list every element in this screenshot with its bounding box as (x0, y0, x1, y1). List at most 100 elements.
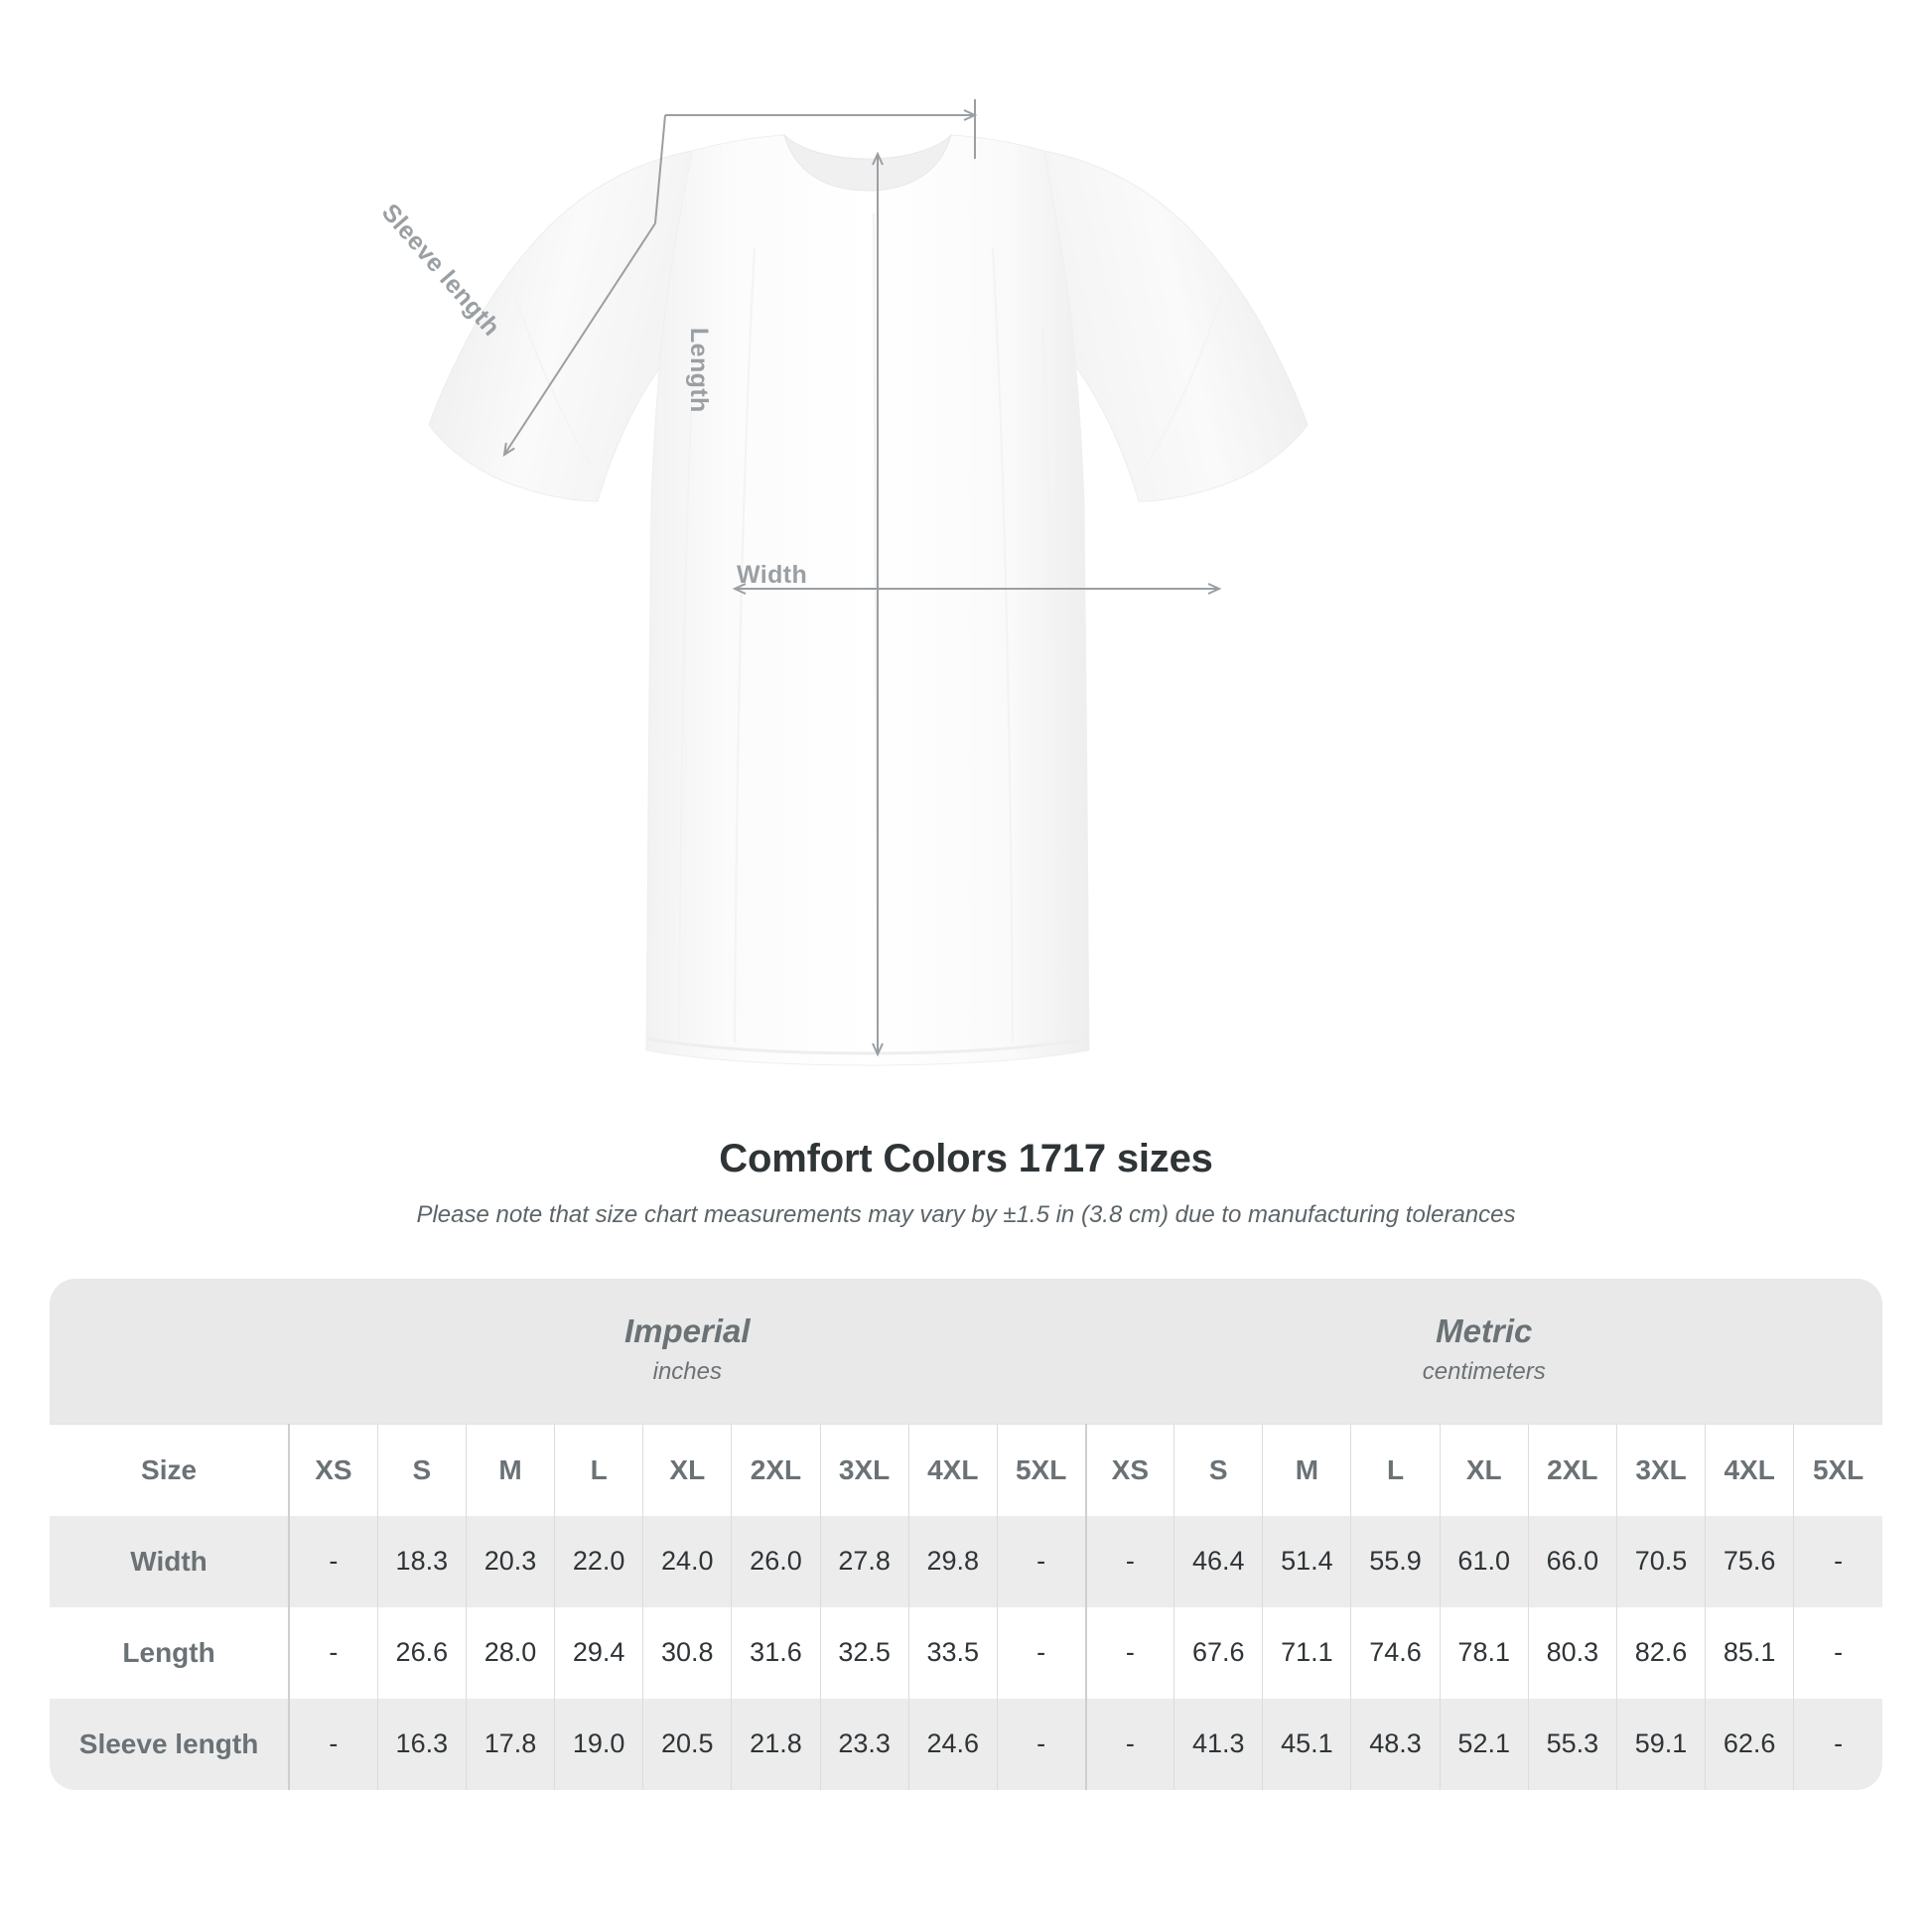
cell-sleeve-imperial-xl: 20.5 (642, 1698, 732, 1790)
cell-sleeve-imperial-2xl: 21.8 (731, 1698, 821, 1790)
unit-sub-imperial: inches (652, 1357, 722, 1385)
size-header-imperial-3xl: 3XL (819, 1423, 909, 1516)
size-header-imperial-5xl: 5XL (996, 1423, 1086, 1516)
size-header-imperial-xs: XS (288, 1423, 378, 1516)
cell-sleeve-metric-xs: - (1084, 1698, 1174, 1790)
cell-width-imperial-2xl: 26.0 (731, 1515, 821, 1607)
cell-sleeve-metric-3xl: 59.1 (1615, 1698, 1706, 1790)
tolerance-note: Please note that size chart measurements… (416, 1201, 1516, 1228)
cell-sleeve-metric-l: 48.3 (1350, 1698, 1441, 1790)
cell-length-metric-s: 67.6 (1173, 1606, 1263, 1699)
table-row-length: Length - 26.6 28.0 29.4 30.8 31.6 32.5 3… (50, 1606, 1882, 1699)
cell-length-metric-2xl: 80.3 (1527, 1606, 1617, 1699)
cell-sleeve-metric-xl: 52.1 (1439, 1698, 1529, 1790)
cell-length-imperial-5xl: - (996, 1606, 1086, 1699)
cell-length-imperial-xs: - (288, 1606, 378, 1699)
width-label: Width (737, 561, 808, 589)
size-header-metric-m: M (1262, 1423, 1351, 1516)
cell-width-metric-3xl: 70.5 (1615, 1515, 1706, 1607)
size-header-row: Size XS S M L XL 2XL 3XL 4XL 5XL XS S M … (50, 1423, 1882, 1516)
cell-length-imperial-s: 26.6 (376, 1606, 467, 1699)
cell-length-metric-l: 74.6 (1350, 1606, 1441, 1699)
unit-header-row: Imperial inches Metric centimeters (50, 1279, 1882, 1425)
table-row-sleeve-length: Sleeve length - 16.3 17.8 19.0 20.5 21.8… (50, 1698, 1882, 1790)
cell-length-metric-m: 71.1 (1262, 1606, 1351, 1699)
unit-name-metric: Metric (1436, 1312, 1533, 1349)
size-header-imperial-xl: XL (642, 1423, 732, 1516)
cell-length-imperial-2xl: 31.6 (731, 1606, 821, 1699)
page-title: Comfort Colors 1717 sizes (719, 1137, 1213, 1180)
cell-length-metric-4xl: 85.1 (1705, 1606, 1794, 1699)
cell-length-imperial-xl: 30.8 (642, 1606, 732, 1699)
cell-sleeve-imperial-xs: - (288, 1698, 378, 1790)
row-header-size: Size (50, 1423, 290, 1516)
size-header-metric-5xl: 5XL (1793, 1423, 1882, 1516)
cell-sleeve-imperial-m: 17.8 (465, 1698, 555, 1790)
unit-header-spacer (50, 1279, 290, 1425)
cell-sleeve-metric-4xl: 62.6 (1705, 1698, 1794, 1790)
unit-header-metric: Metric centimeters (1085, 1279, 1882, 1425)
cell-sleeve-metric-5xl: - (1793, 1698, 1882, 1790)
cell-width-imperial-3xl: 27.8 (819, 1515, 909, 1607)
size-table-wrapper: Imperial inches Metric centimeters Size … (50, 1279, 1882, 1790)
unit-header-imperial: Imperial inches (289, 1279, 1086, 1425)
row-label-width: Width (130, 1545, 207, 1577)
cell-width-imperial-xs: - (288, 1515, 378, 1607)
size-chart-table: Imperial inches Metric centimeters Size … (50, 1279, 1882, 1790)
cell-width-metric-m: 51.4 (1262, 1515, 1351, 1607)
cell-width-imperial-xl: 24.0 (642, 1515, 732, 1607)
cell-length-imperial-4xl: 33.5 (907, 1606, 998, 1699)
cell-width-metric-2xl: 66.0 (1527, 1515, 1617, 1607)
cell-length-imperial-l: 29.4 (554, 1606, 643, 1699)
cell-length-metric-xs: - (1084, 1606, 1174, 1699)
size-header-imperial-l: L (554, 1423, 643, 1516)
size-header-metric-l: L (1350, 1423, 1441, 1516)
length-label: Length (685, 328, 713, 413)
cell-width-metric-l: 55.9 (1350, 1515, 1441, 1607)
row-label-sleeve-length: Sleeve length (78, 1727, 259, 1759)
cell-sleeve-imperial-3xl: 23.3 (819, 1698, 909, 1790)
cell-sleeve-imperial-l: 19.0 (554, 1698, 643, 1790)
size-header-imperial-m: M (465, 1423, 555, 1516)
unit-sub-metric: centimeters (1422, 1357, 1546, 1385)
cell-width-metric-xs: - (1084, 1515, 1174, 1607)
size-header-metric-4xl: 4XL (1705, 1423, 1794, 1516)
cell-sleeve-metric-m: 45.1 (1262, 1698, 1351, 1790)
cell-sleeve-imperial-5xl: - (996, 1698, 1086, 1790)
size-header-metric-s: S (1173, 1423, 1263, 1516)
cell-width-imperial-l: 22.0 (554, 1515, 643, 1607)
cell-width-metric-s: 46.4 (1173, 1515, 1263, 1607)
cell-sleeve-imperial-4xl: 24.6 (907, 1698, 998, 1790)
cell-width-imperial-m: 20.3 (465, 1515, 555, 1607)
cell-length-metric-3xl: 82.6 (1615, 1606, 1706, 1699)
cell-sleeve-metric-s: 41.3 (1173, 1698, 1263, 1790)
cell-sleeve-imperial-s: 16.3 (376, 1698, 467, 1790)
size-header-metric-2xl: 2XL (1527, 1423, 1617, 1516)
row-label-length: Length (122, 1636, 215, 1668)
size-header-metric-3xl: 3XL (1615, 1423, 1706, 1516)
cell-width-imperial-4xl: 29.8 (907, 1515, 998, 1607)
cell-width-metric-4xl: 75.6 (1705, 1515, 1794, 1607)
cell-length-imperial-m: 28.0 (465, 1606, 555, 1699)
unit-name-imperial: Imperial (624, 1312, 751, 1349)
table-row-width: Width - 18.3 20.3 22.0 24.0 26.0 27.8 29… (50, 1515, 1882, 1607)
cell-length-imperial-3xl: 32.5 (819, 1606, 909, 1699)
cell-width-imperial-5xl: - (996, 1515, 1086, 1607)
size-header-imperial-s: S (376, 1423, 467, 1516)
cell-sleeve-metric-2xl: 55.3 (1527, 1698, 1617, 1790)
cell-length-metric-5xl: - (1793, 1606, 1882, 1699)
cell-width-imperial-s: 18.3 (376, 1515, 467, 1607)
size-header-metric-xl: XL (1439, 1423, 1529, 1516)
cell-width-metric-xl: 61.0 (1439, 1515, 1529, 1607)
title-block: Comfort Colors 1717 sizes Please note th… (0, 1137, 1932, 1229)
size-header-imperial-2xl: 2XL (731, 1423, 821, 1516)
tshirt-diagram-svg (428, 99, 1309, 1066)
tshirt-shape (428, 133, 1309, 1066)
cell-width-metric-5xl: - (1793, 1515, 1882, 1607)
size-header-metric-xs: XS (1084, 1423, 1174, 1516)
tshirt-illustration: Sleeve length Length Width (376, 99, 1309, 1066)
size-header-imperial-4xl: 4XL (907, 1423, 998, 1516)
cell-length-metric-xl: 78.1 (1439, 1606, 1529, 1699)
sleeve-length-measure (502, 99, 978, 458)
